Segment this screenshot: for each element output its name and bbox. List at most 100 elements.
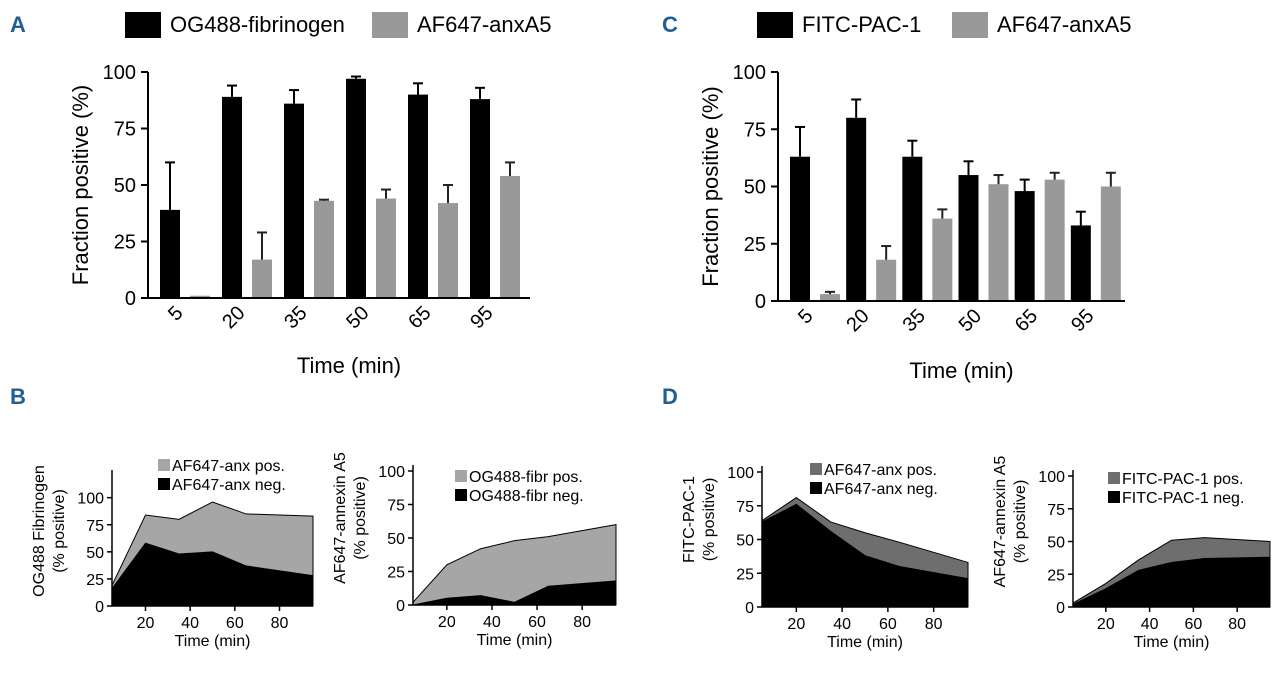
b1-y-axis-label-0: OG488 Fibrinogen <box>31 465 48 597</box>
b1-xtick-label-0: 20 <box>137 615 155 632</box>
c-legend-swatch-0 <box>757 12 793 38</box>
d2-xtick-label-1: 40 <box>1141 616 1159 633</box>
d2-legend-swatch-1 <box>1108 472 1120 484</box>
c-legend-label-1: AF647-anxA5 <box>997 12 1132 37</box>
d1-ytick-label-3: 75 <box>736 499 754 516</box>
a-ytick-label-2: 50 <box>114 175 136 197</box>
c-bar-fitc-pac-1-5 <box>790 156 810 301</box>
d2-xtick-label-0: 20 <box>1097 616 1115 633</box>
a-xtick-label-3: 50 <box>342 302 373 333</box>
a-bar-og488-fibrinogen-65 <box>408 94 428 298</box>
d1-ytick-label-0: 0 <box>745 600 754 617</box>
b1-ytick-label-1: 25 <box>86 572 104 589</box>
b2-legend-label-0: OG488-fibr neg. <box>469 488 584 505</box>
c-xtick-label-5: 95 <box>1067 305 1098 336</box>
b2-xtick-label-0: 20 <box>438 614 456 631</box>
a-ytick-label-3: 75 <box>114 119 136 141</box>
a-xtick-label-0: 5 <box>164 302 187 325</box>
d2-ytick-label-0: 0 <box>1056 600 1065 617</box>
d2-legend-swatch-0 <box>1108 491 1120 503</box>
a-bar-og488-fibrinogen-95 <box>470 99 490 299</box>
b2-ytick-label-0: 0 <box>396 598 405 615</box>
panel-label-a: A <box>10 12 26 37</box>
b2-legend-swatch-0 <box>455 489 467 501</box>
c-bar-fitc-pac-1-20 <box>846 117 867 301</box>
d2-y-axis-label-0: AF647-annexin A5 <box>992 456 1009 588</box>
c-bar-fitc-pac-1-35 <box>902 156 923 301</box>
a-bar-og488-fibrinogen-50 <box>346 78 366 298</box>
a-bar-af647-anxa5-20 <box>252 259 272 298</box>
b2-y-axis-label-1: (% positive) <box>352 476 369 560</box>
c-xtick-label-2: 35 <box>899 305 930 336</box>
b1-legend-swatch-1 <box>158 459 170 471</box>
d1-legend-label-0: AF647-anx neg. <box>824 481 938 498</box>
a-bar-og488-fibrinogen-5 <box>160 209 180 298</box>
d2-legend-label-1: FITC-PAC-1 pos. <box>1122 471 1244 488</box>
d1-ytick-label-1: 25 <box>736 566 754 583</box>
b1-area-af647-anx-neg- <box>111 542 314 607</box>
c-legend-label-0: FITC-PAC-1 <box>802 12 921 37</box>
c-bar-af647-anxa5-20 <box>876 259 897 301</box>
c-xtick-label-3: 50 <box>955 305 986 336</box>
b2-area-og488-fibr-neg- <box>412 580 617 606</box>
c-bar-af647-anxa5-50 <box>988 184 1009 301</box>
d2-ytick-label-3: 75 <box>1047 502 1065 519</box>
a-ytick-label-4: 100 <box>103 62 136 84</box>
a-ytick-label-0: 0 <box>125 288 136 310</box>
panel-label-c: C <box>662 12 678 37</box>
c-bar-af647-anxa5-95 <box>1100 186 1121 301</box>
c-legend-swatch-1 <box>952 12 988 38</box>
d2-legend-label-0: FITC-PAC-1 neg. <box>1122 490 1244 507</box>
c-x-axis-label: Time (min) <box>909 358 1013 383</box>
d2-xtick-label-2: 60 <box>1184 616 1202 633</box>
a-xtick-label-2: 35 <box>280 302 311 333</box>
b1-ytick-label-0: 0 <box>95 599 104 616</box>
d1-y-axis-label-1: (% positive) <box>701 478 718 562</box>
b2-xtick-label-3: 80 <box>573 614 591 631</box>
a-bar-af647-anxa5-95 <box>500 175 520 298</box>
d1-xtick-label-3: 80 <box>925 616 943 633</box>
d2-x-axis-label: Time (min) <box>1134 634 1210 651</box>
d1-ytick-label-4: 100 <box>727 465 754 482</box>
c-bar-af647-anxa5-35 <box>932 218 953 301</box>
b1-x-axis-label: Time (min) <box>175 633 251 650</box>
a-legend-label-1: AF647-anxA5 <box>417 12 552 37</box>
a-bar-af647-anxa5-35 <box>314 200 334 298</box>
d1-y-axis-label-0: FITC-PAC-1 <box>681 476 698 563</box>
d1-x-axis-label: Time (min) <box>827 634 903 651</box>
d1-legend-swatch-0 <box>810 482 822 494</box>
a-bar-af647-anxa5-50 <box>376 198 396 298</box>
b2-ytick-label-4: 100 <box>378 464 405 481</box>
d1-xtick-label-1: 40 <box>833 616 851 633</box>
c-xtick-label-4: 65 <box>1011 305 1042 336</box>
c-ytick-label-1: 25 <box>744 234 766 256</box>
c-ytick-label-3: 75 <box>744 119 766 141</box>
a-xtick-label-5: 95 <box>466 302 497 333</box>
b1-xtick-label-2: 60 <box>226 615 244 632</box>
a-bar-og488-fibrinogen-35 <box>284 103 304 298</box>
a-ytick-label-1: 25 <box>114 232 136 254</box>
panel-label-b: B <box>10 384 26 409</box>
a-legend-label-0: OG488-fibrinogen <box>170 12 345 37</box>
b2-ytick-label-1: 25 <box>387 565 405 582</box>
chart-layer: OG488-fibrinogen AF647-anxA50255075100Fra… <box>31 12 1271 651</box>
b1-xtick-label-3: 80 <box>271 615 289 632</box>
a-legend-swatch-1 <box>372 12 408 38</box>
d2-area-fitc-pac-1-neg- <box>1072 556 1271 608</box>
b1-xtick-label-1: 40 <box>181 615 199 632</box>
d1-legend-label-1: AF647-anx pos. <box>824 462 937 479</box>
b2-legend-swatch-1 <box>455 470 467 482</box>
c-bar-fitc-pac-1-95 <box>1070 225 1091 301</box>
c-ytick-label-0: 0 <box>755 291 766 313</box>
b2-y-axis-label-0: AF647-annexin A5 <box>332 452 349 584</box>
a-legend-swatch-0 <box>125 12 161 38</box>
c-bar-af647-anxa5-65 <box>1044 179 1065 301</box>
d1-xtick-label-2: 60 <box>879 616 897 633</box>
c-bar-fitc-pac-1-65 <box>1014 191 1035 301</box>
b2-xtick-label-1: 40 <box>483 614 501 631</box>
d1-ytick-label-2: 50 <box>736 533 754 550</box>
c-y-axis-label: Fraction positive (%) <box>698 86 723 287</box>
b1-ytick-label-4: 100 <box>77 491 104 508</box>
c-bar-fitc-pac-1-50 <box>958 175 979 301</box>
